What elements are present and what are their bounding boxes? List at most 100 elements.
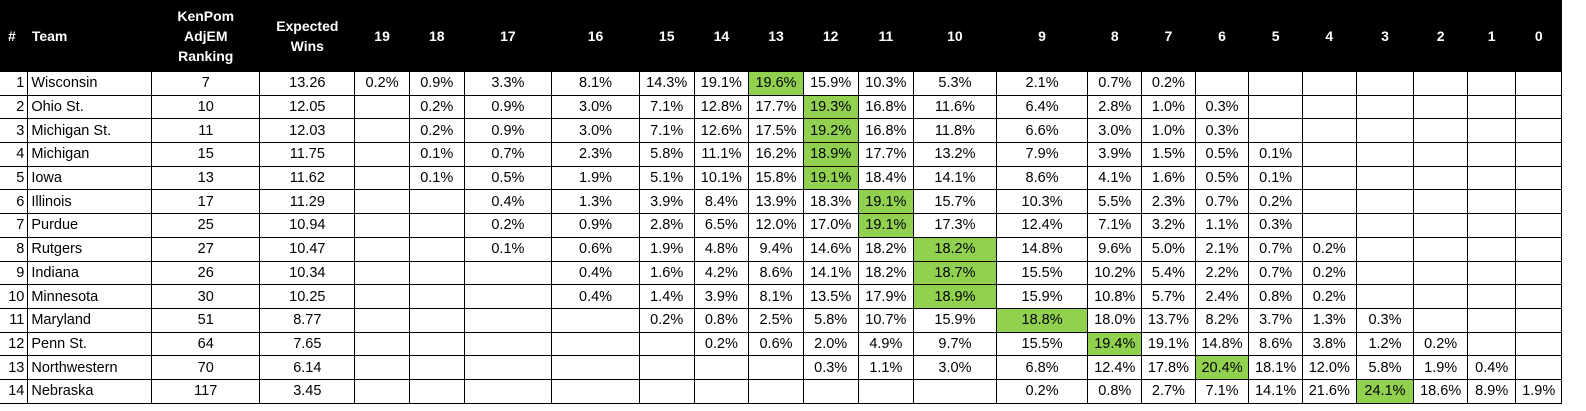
win-probability-cell: 8.1% xyxy=(551,72,640,96)
win-probability-cell: 0.2% xyxy=(408,118,465,144)
win-probability-cell: 0.2% xyxy=(1301,284,1357,309)
win-probability-cell xyxy=(551,307,640,333)
win-probability-cell: 0.3% xyxy=(1194,118,1250,144)
win-probability-cell: 6.8% xyxy=(995,355,1089,380)
row-number: 1 xyxy=(0,72,29,96)
win-probability-cell: 0.7% xyxy=(1248,260,1303,286)
win-probability-cell: 12.0% xyxy=(1301,355,1357,380)
header-wins-3: 3 xyxy=(1356,0,1414,72)
win-probability-cell: 12.4% xyxy=(1087,355,1143,380)
win-probability-cell: 14.8% xyxy=(1194,331,1250,357)
win-probability-cell: 12.0% xyxy=(748,213,804,238)
win-probability-cell: 18.4% xyxy=(857,165,915,191)
win-probability-cell xyxy=(1248,72,1303,96)
win-probability-cell: 9.4% xyxy=(748,236,804,262)
kenpom-ranking: 11 xyxy=(151,118,261,144)
win-probability-cell: 19.4% xyxy=(1087,331,1143,357)
table-row: 9 Indiana 26 10.34 0.4% 1.6% 4.2% 8.6% 14.1% 18.2… xyxy=(0,260,1562,286)
win-probability-cell: 13.7% xyxy=(1141,307,1196,333)
win-probability-cell: 0.2% xyxy=(1301,260,1357,286)
win-probability-cell: 12.6% xyxy=(693,118,750,144)
row-number: 2 xyxy=(0,94,29,120)
win-probability-cell: 5.3% xyxy=(913,72,997,96)
win-probability-cell: 0.2% xyxy=(463,213,553,238)
win-probability-cell xyxy=(1466,118,1517,144)
win-probability-cell xyxy=(1466,72,1517,96)
win-probability-cell: 19.1% xyxy=(857,189,915,215)
header-row: # Team KenPom AdjEM Ranking Expected Win… xyxy=(0,0,1562,72)
header-wins-9: 9 xyxy=(996,0,1088,72)
win-probability-cell: 1.4% xyxy=(638,284,695,309)
win-probability-cell xyxy=(463,260,553,286)
win-probability-cell xyxy=(551,331,640,357)
table-row: 2 Ohio St. 10 12.05 0.2% 0.9% 3.0% 7.1% 12.8% 17.… xyxy=(0,94,1562,120)
win-probability-cell: 0.3% xyxy=(1355,307,1415,333)
win-probability-cell: 11.6% xyxy=(913,94,997,120)
win-probability-cell: 15.7% xyxy=(913,189,997,215)
win-probability-cell: 8.9% xyxy=(1466,378,1517,404)
win-probability-cell xyxy=(1515,284,1562,309)
win-probability-cell xyxy=(1248,118,1303,144)
win-probability-cell xyxy=(408,189,465,215)
team-name: Maryland xyxy=(27,307,153,333)
header-wins-7: 7 xyxy=(1141,0,1196,72)
win-probability-cell xyxy=(1466,331,1517,357)
win-probability-cell: 1.9% xyxy=(551,165,640,191)
expected-wins: 10.34 xyxy=(259,260,356,286)
win-probability-cell: 19.1% xyxy=(693,72,750,96)
win-probability-cell xyxy=(354,284,410,309)
win-probability-cell: 2.1% xyxy=(995,72,1089,96)
win-probability-cell: 3.8% xyxy=(1301,331,1357,357)
win-probability-cell: 16.2% xyxy=(748,142,804,167)
win-probability-cell: 0.4% xyxy=(1466,355,1517,380)
win-probability-cell xyxy=(463,378,553,404)
win-probability-cell xyxy=(1413,118,1468,144)
win-probability-cell xyxy=(1301,72,1357,96)
header-wins-2: 2 xyxy=(1413,0,1468,72)
win-probability-cell: 13.9% xyxy=(748,189,804,215)
win-probability-cell: 18.8% xyxy=(995,307,1089,333)
win-probability-cell: 18.3% xyxy=(802,189,859,215)
win-probability-cell: 4.2% xyxy=(693,260,750,286)
win-probability-cell: 14.1% xyxy=(1248,378,1303,404)
win-probability-cell xyxy=(463,331,553,357)
kenpom-ranking: 64 xyxy=(151,331,261,357)
win-probability-cell: 15.5% xyxy=(995,331,1089,357)
win-probability-cell xyxy=(1515,213,1562,238)
win-probability-cell: 4.8% xyxy=(693,236,750,262)
row-number: 8 xyxy=(0,236,29,262)
row-number: 14 xyxy=(0,378,29,404)
win-probability-cell: 2.3% xyxy=(1141,189,1196,215)
kenpom-ranking: 25 xyxy=(151,213,261,238)
header-wins-0: 0 xyxy=(1515,0,1562,72)
win-probability-cell: 0.5% xyxy=(463,165,553,191)
win-probability-cell: 3.0% xyxy=(1087,118,1143,144)
win-probability-cell: 15.9% xyxy=(913,307,997,333)
win-probability-cell xyxy=(1413,142,1468,167)
expected-wins: 12.03 xyxy=(259,118,356,144)
win-probability-cell: 21.6% xyxy=(1301,378,1357,404)
win-probability-cell xyxy=(354,165,410,191)
header-wins-16: 16 xyxy=(551,0,640,72)
header-ranking-line: KenPom xyxy=(177,8,235,24)
table-row: 8 Rutgers 27 10.47 0.1% 0.6% 1.9% 4.8% 9.4% 14.6%… xyxy=(0,236,1562,262)
win-probability-cell: 4.1% xyxy=(1087,165,1143,191)
win-probability-cell: 8.1% xyxy=(748,284,804,309)
team-name: Illinois xyxy=(27,189,153,215)
win-probability-cell: 14.3% xyxy=(638,72,695,96)
win-probability-cell xyxy=(1515,165,1562,191)
win-probability-cell: 13.2% xyxy=(913,142,997,167)
win-probability-cell: 0.2% xyxy=(1301,236,1357,262)
win-probability-cell xyxy=(638,355,695,380)
table-row: 13 Northwestern 70 6.14 0.3% 1.1% 3.0% 6.8% 12.4… xyxy=(0,355,1562,380)
win-probability-cell: 10.2% xyxy=(1087,260,1143,286)
win-probability-cell: 1.9% xyxy=(1515,378,1562,404)
kenpom-ranking: 7 xyxy=(151,72,261,96)
row-number: 6 xyxy=(0,189,29,215)
expected-wins: 10.94 xyxy=(259,213,356,238)
win-probability-table: # Team KenPom AdjEM Ranking Expected Win… xyxy=(0,0,1562,404)
win-probability-cell: 18.1% xyxy=(1248,355,1303,380)
win-probability-cell xyxy=(354,213,410,238)
win-probability-cell xyxy=(1466,260,1517,286)
win-probability-cell: 0.1% xyxy=(408,165,465,191)
